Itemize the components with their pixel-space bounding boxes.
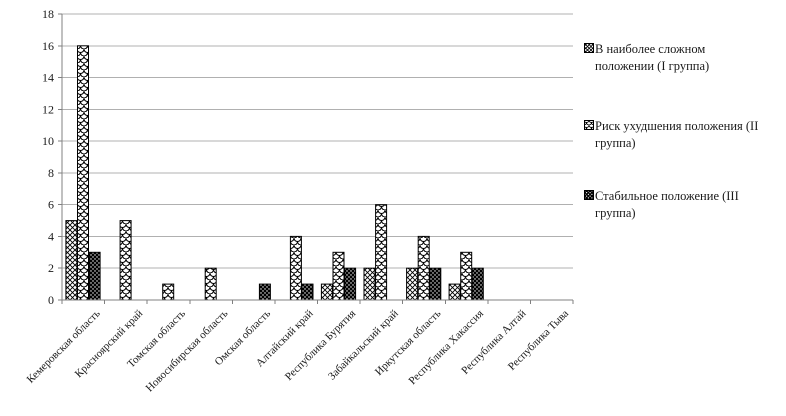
- gridlines: [62, 13, 573, 269]
- svg-text:14: 14: [42, 71, 54, 85]
- bars: [65, 45, 484, 301]
- svg-text:Новосибирская область: Новосибирская область: [144, 308, 231, 395]
- legend-label: Риск ухудшения положения (II группа): [595, 119, 759, 150]
- svg-text:16: 16: [42, 39, 54, 53]
- svg-text:12: 12: [42, 102, 54, 116]
- legend-item-group-3: Стабильное положение (III группа): [584, 188, 760, 221]
- y-axis-labels: 0 2 4 6 8 10 12 14 16 18: [42, 7, 54, 307]
- svg-text:18: 18: [42, 7, 54, 21]
- svg-text:Республика Бурятия: Республика Бурятия: [283, 308, 358, 383]
- legend-item-group-2: Риск ухудшения положения (II группа): [584, 118, 760, 151]
- legend-label: В наиболее сложном положении (I группа): [595, 42, 710, 73]
- svg-text:0: 0: [48, 293, 54, 307]
- svg-text:10: 10: [42, 134, 54, 148]
- legend-swatch-dark-dots-icon: [584, 190, 594, 200]
- legend-item-group-1: В наиболее сложном положении (I группа): [584, 41, 760, 74]
- svg-text:4: 4: [48, 229, 54, 243]
- svg-text:Республика Хакассия: Республика Хакассия: [406, 308, 485, 387]
- svg-text:Кемеровская область: Кемеровская область: [25, 308, 103, 386]
- axes: [58, 13, 574, 304]
- legend-swatch-fish-scale-icon: [584, 120, 594, 130]
- legend-label: Стабильное положение (III группа): [595, 189, 739, 220]
- svg-text:6: 6: [48, 198, 54, 212]
- svg-text:2: 2: [48, 261, 54, 275]
- svg-text:8: 8: [48, 166, 54, 180]
- legend-swatch-crosshatch-icon: [584, 43, 594, 53]
